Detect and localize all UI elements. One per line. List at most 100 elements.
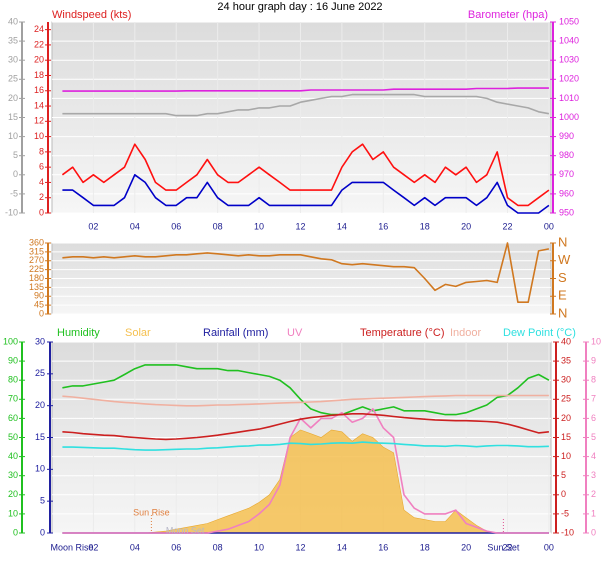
y3-tick-label: 5	[13, 150, 18, 160]
y-tick-label: 20	[34, 55, 44, 65]
y-tick-label: 10	[34, 131, 44, 141]
y3-tick-label: 30	[35, 336, 45, 346]
x-tick-label: 10	[254, 221, 264, 231]
y3-tick-label: 40	[8, 16, 18, 26]
y2-tick-label: 20	[561, 413, 571, 423]
y2-tick-label: 960	[559, 188, 574, 198]
y2-tick-label: 15	[561, 432, 571, 442]
y2-tick-label: E	[558, 288, 567, 303]
y-tick-label: 8	[39, 146, 44, 156]
y2-tick-label: S	[558, 270, 567, 285]
y3-tick-label: 15	[8, 112, 18, 122]
y-tick-label: 60	[8, 413, 18, 423]
x-tick-label: 12	[295, 221, 305, 231]
y4-tick-label: 5	[591, 432, 596, 442]
y2-tick-label: 10	[561, 451, 571, 461]
x-tick-label: 14	[337, 221, 347, 231]
y-tick-label: 0	[13, 527, 18, 537]
y3-tick-label: -10	[5, 207, 18, 217]
y3-tick-label: 20	[8, 93, 18, 103]
y-tick-label: 30	[8, 470, 18, 480]
line	[62, 408, 549, 534]
annotation: Sun Set	[487, 542, 520, 552]
line	[62, 174, 550, 214]
line	[61, 143, 550, 207]
y-tick-label: 18	[34, 70, 44, 80]
y3-tick-label: 25	[35, 368, 45, 378]
line	[62, 441, 549, 451]
y2-tick-label: 990	[559, 131, 574, 141]
y-tick-label: 0	[39, 308, 44, 318]
y3-tick-label: 5	[40, 496, 45, 506]
y2-tick-label: 1000	[559, 112, 579, 122]
legend-label: Humidity	[57, 327, 100, 339]
y-tick-label: 24	[34, 24, 44, 34]
y4-tick-label: 0	[591, 527, 596, 537]
y2-tick-label: 970	[559, 169, 574, 179]
y2-tick-label: 1040	[559, 35, 579, 45]
line	[62, 93, 550, 117]
y3-tick-label: 30	[8, 55, 18, 65]
x-tick-label: 08	[213, 221, 223, 231]
y4-tick-label: 1	[591, 508, 596, 518]
y2-tick-label: 0	[561, 489, 566, 499]
line	[62, 242, 550, 303]
x-tick-label: 08	[213, 542, 223, 552]
x-tick-label: 20	[461, 542, 471, 552]
y2-tick-label: 980	[559, 150, 574, 160]
y-tick-label: 80	[8, 375, 18, 385]
y-tick-label: 180	[29, 273, 44, 283]
line	[62, 87, 549, 92]
y-tick-label: 22	[34, 39, 44, 49]
y-tick-label: 40	[8, 451, 18, 461]
y4-tick-label: 4	[591, 451, 596, 461]
x-tick-label: 02	[88, 542, 98, 552]
y3-tick-label: -5	[10, 188, 18, 198]
y2-tick-label: 1050	[559, 16, 579, 26]
line	[62, 364, 550, 416]
y-tick-label: 0	[39, 207, 44, 217]
x-tick-label: 22	[503, 221, 513, 231]
y-tick-label: 270	[29, 255, 44, 265]
y-tick-label: 50	[8, 432, 18, 442]
y2-tick-label: 1020	[559, 74, 579, 84]
y3-tick-label: 20	[35, 400, 45, 410]
y-tick-label: 225	[29, 264, 44, 274]
y-tick-label: 360	[29, 237, 44, 247]
y2-tick-label: 950	[559, 207, 574, 217]
annotation: Moon Set	[166, 525, 205, 535]
annotation: Moon Rise	[50, 542, 93, 552]
y2-tick-label: 1010	[559, 93, 579, 103]
y4-tick-label: 6	[591, 413, 596, 423]
x-tick-label: 06	[171, 221, 181, 231]
y2-tick-label: 25	[561, 394, 571, 404]
y2-tick-label: W	[558, 252, 571, 267]
y-tick-label: 45	[34, 300, 44, 310]
x-tick-label: 04	[130, 221, 140, 231]
y2-tick-label: N	[558, 234, 567, 249]
legend-label: Indoor	[450, 327, 482, 339]
y3-tick-label: 0	[40, 527, 45, 537]
y4-tick-label: 8	[591, 375, 596, 385]
y2-tick-label: -5	[561, 508, 569, 518]
x-tick-label: 18	[420, 542, 430, 552]
legend-label: Temperature (°C)	[360, 327, 444, 339]
y3-tick-label: 35	[8, 35, 18, 45]
y4-tick-label: 3	[591, 470, 596, 480]
x-tick-label: 02	[88, 221, 98, 231]
x-tick-label: 06	[171, 542, 181, 552]
y4-tick-label: 2	[591, 489, 596, 499]
y4-tick-label: 7	[591, 394, 596, 404]
x-tick-label: 00	[544, 542, 554, 552]
y2-tick-label: 1030	[559, 55, 579, 65]
x-tick-label: 04	[130, 542, 140, 552]
y2-tick-label: N	[558, 305, 567, 320]
x-tick-label: 12	[295, 542, 305, 552]
y-tick-label: 4	[39, 177, 44, 187]
y2-tick-label: 30	[561, 375, 571, 385]
y2-tick-label: 5	[561, 470, 566, 480]
x-tick-label: 16	[378, 221, 388, 231]
x-tick-label: 16	[378, 542, 388, 552]
legend-label: Rainfall (mm)	[203, 327, 268, 339]
line	[62, 413, 549, 441]
